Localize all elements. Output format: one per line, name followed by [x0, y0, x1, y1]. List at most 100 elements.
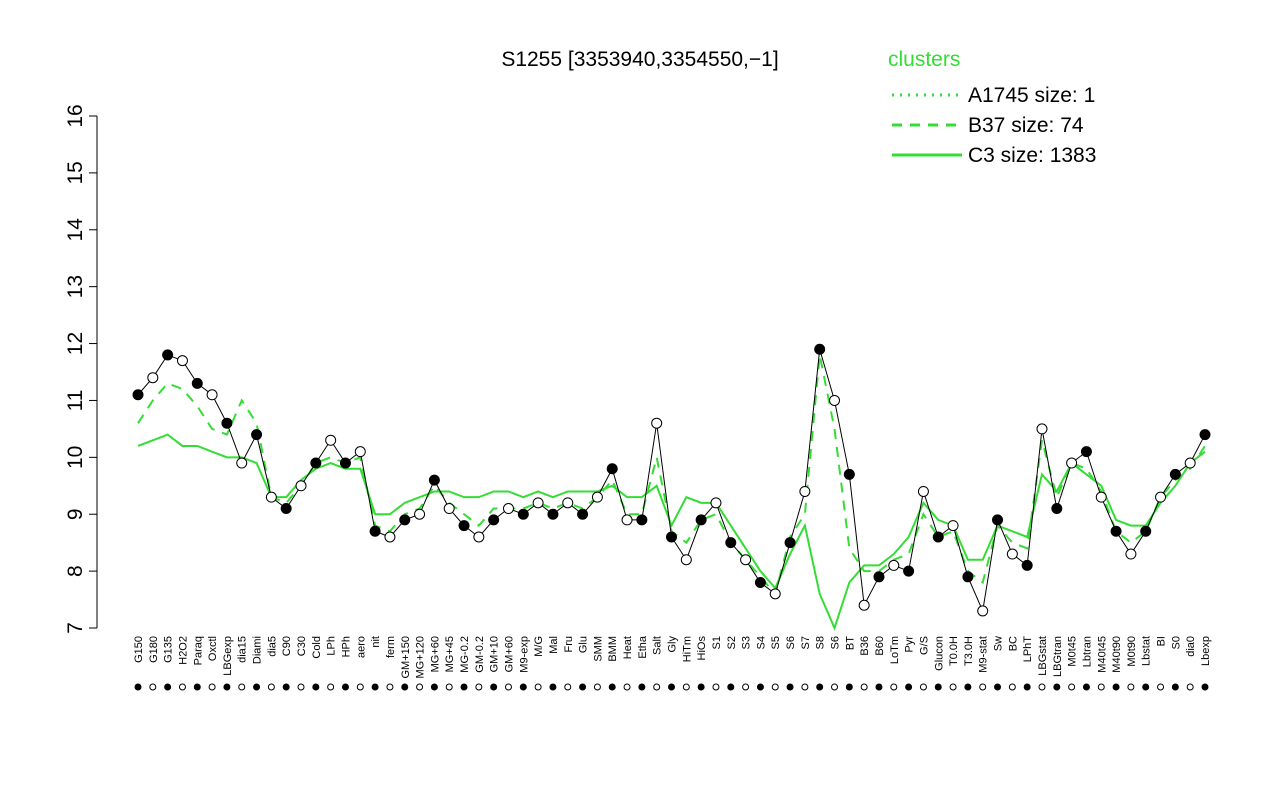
x-tick-label: MG+60: [429, 636, 441, 672]
x-marker: [964, 683, 972, 691]
x-marker: [238, 683, 246, 691]
point: [1051, 503, 1063, 515]
x-marker: [149, 683, 157, 691]
point: [799, 485, 811, 497]
x-marker: [1171, 683, 1179, 691]
x-tick-label: dia0: [1185, 636, 1197, 657]
x-tick-label: Glucon: [933, 636, 945, 671]
x-tick-label: GM-0.2: [474, 636, 486, 673]
point: [1080, 446, 1092, 458]
point: [769, 588, 781, 600]
x-marker: [756, 683, 764, 691]
x-tick-label: T3.0H: [963, 636, 975, 666]
x-marker: [875, 683, 883, 691]
point: [873, 571, 885, 583]
x-marker: [1008, 683, 1016, 691]
y-tick-label: 13: [64, 275, 87, 298]
x-marker: [949, 683, 957, 691]
x-tick-label: Glu: [578, 636, 590, 653]
y-tick-label: 9: [64, 508, 87, 520]
x-tick-label: LoTm: [889, 636, 901, 664]
x-tick-label: LPh: [326, 636, 338, 656]
point: [710, 497, 722, 509]
x-marker: [1023, 683, 1031, 691]
x-tick-label: M0t45: [1067, 636, 1079, 667]
x-tick-label: Salt: [652, 636, 664, 655]
x-tick-label: Lbexp: [1200, 636, 1212, 666]
x-marker: [519, 683, 527, 691]
point: [829, 394, 841, 406]
point: [295, 480, 307, 492]
x-tick-label: S7: [800, 636, 812, 649]
x-tick-label: dia15: [237, 636, 249, 663]
legend-label: B37 size: 74: [968, 114, 1084, 137]
x-tick-label: Etha: [637, 635, 649, 659]
y-tick-label: 12: [64, 332, 87, 355]
x-tick-label: LPhT: [1022, 636, 1034, 663]
x-tick-label: Oxctl: [207, 636, 219, 661]
x-marker: [712, 683, 720, 691]
point: [414, 508, 426, 520]
point: [221, 417, 233, 429]
point: [843, 468, 855, 480]
x-marker: [534, 683, 542, 691]
y-tick-label: 16: [64, 104, 87, 127]
x-tick-label: G150: [133, 636, 145, 663]
point: [517, 508, 529, 520]
x-tick-label: C90: [281, 636, 293, 656]
x-tick-label: SMM: [592, 636, 604, 662]
point: [621, 514, 633, 526]
x-marker: [164, 683, 172, 691]
x-marker: [460, 683, 468, 691]
x-marker: [979, 683, 987, 691]
x-tick-label: S1: [711, 636, 723, 649]
x-marker: [386, 683, 394, 691]
x-marker: [267, 683, 275, 691]
x-marker: [771, 683, 779, 691]
point: [206, 389, 218, 401]
point: [1140, 525, 1152, 537]
x-marker: [668, 683, 675, 691]
x-tick-label: LBGexp: [222, 636, 234, 676]
x-marker: [282, 683, 290, 691]
x-tick-label: G180: [148, 636, 160, 663]
x-marker: [504, 683, 512, 691]
point: [651, 417, 663, 429]
x-tick-label: Mal: [548, 636, 560, 654]
point: [1006, 548, 1018, 560]
point: [784, 537, 796, 549]
x-marker: [564, 683, 572, 691]
x-marker: [401, 683, 409, 691]
point: [903, 565, 915, 577]
x-marker: [579, 683, 587, 691]
x-marker: [1186, 683, 1194, 691]
x-marker: [623, 683, 631, 691]
x-tick-label: M/G: [533, 636, 545, 657]
y-tick-label: 8: [64, 565, 87, 577]
x-marker: [549, 683, 557, 691]
x-marker: [1201, 683, 1209, 691]
point: [458, 520, 470, 532]
x-marker: [341, 683, 349, 691]
x-marker: [1112, 683, 1120, 691]
point: [1184, 457, 1196, 469]
x-marker: [223, 683, 231, 691]
point: [502, 503, 514, 515]
x-marker: [1068, 683, 1076, 691]
x-marker: [1157, 683, 1165, 691]
x-tick-label: LBGtran: [1052, 636, 1064, 677]
point: [814, 343, 826, 355]
point: [1110, 525, 1122, 537]
point: [547, 508, 559, 520]
x-marker: [253, 683, 261, 691]
point: [369, 525, 381, 537]
point: [532, 497, 544, 509]
point: [147, 372, 159, 384]
x-marker: [593, 683, 601, 691]
x-marker: [994, 683, 1002, 691]
point: [606, 463, 618, 475]
x-tick-label: M9-stat: [978, 636, 990, 673]
point: [132, 389, 144, 401]
x-tick-label: Gly: [667, 636, 679, 653]
point: [354, 446, 366, 458]
